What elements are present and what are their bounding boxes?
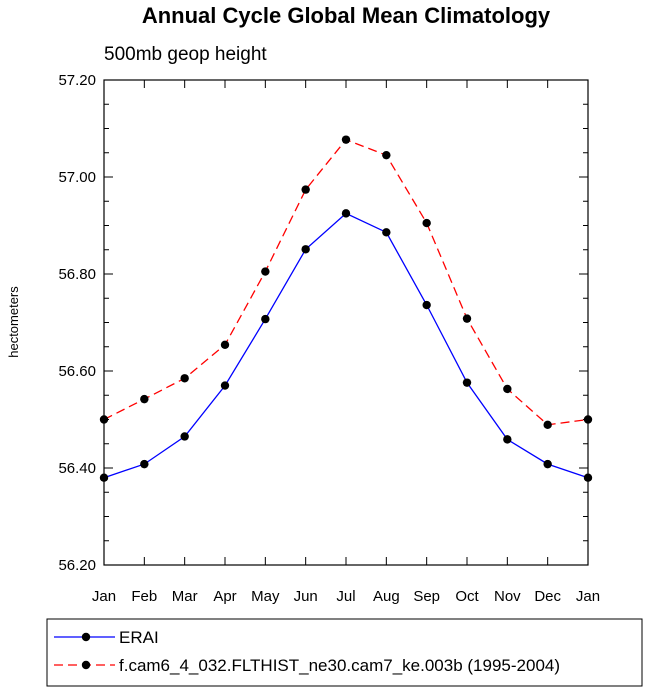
y-tick-label: 56.80 [58, 266, 96, 283]
series-0-point [261, 314, 270, 324]
series-0-point [503, 435, 512, 444]
series-1-point [382, 150, 391, 160]
y-tick-label: 56.20 [58, 557, 96, 574]
plot-frame [103, 79, 589, 566]
series-0-point [180, 432, 189, 441]
x-tick-label: Dec [534, 588, 561, 605]
x-tick-label: Sep [413, 588, 440, 605]
series-0-point [422, 300, 431, 310]
series-line-0 [103, 212, 589, 479]
series-1-point [301, 185, 310, 194]
y-tick-label: 57.20 [58, 72, 96, 89]
series-1-point [180, 374, 189, 383]
series-1-point [220, 340, 230, 350]
y-tick-label: 56.60 [58, 363, 96, 380]
y-axis-label: hectometers [6, 286, 21, 358]
y-tick-label: 56.40 [58, 460, 96, 477]
x-tick-label: Jan [576, 588, 600, 605]
legend-marker-0 [81, 632, 91, 642]
series-line-1 [103, 138, 589, 426]
series-0-point [220, 381, 230, 390]
series-1-point [543, 420, 552, 430]
series-0-point [462, 378, 472, 387]
legend-label-0: ERAI [119, 628, 159, 647]
legend-marker-1 [81, 660, 91, 670]
x-tick-label: Mar [172, 588, 198, 605]
x-tick-label: Jul [336, 588, 355, 605]
chart-subtitle: 500mb geop height [104, 44, 267, 65]
axis-ticks [103, 79, 589, 566]
legend-label-1: f.cam6_4_032.FLTHIST_ne30.cam7_ke.003b (… [119, 656, 560, 675]
series-0-point [382, 228, 391, 237]
x-tick-labels: Jan Feb Mar Apr May Jun Jul Aug Sep Oct Nov Dec Jan [92, 588, 600, 605]
series-1-point [462, 314, 472, 323]
chart-title: Annual Cycle Global Mean Climatology [142, 3, 551, 28]
series-1-point [261, 267, 270, 276]
y-tick-label: 57.00 [58, 169, 96, 186]
legend-box [46, 618, 643, 687]
series-layer [99, 135, 593, 482]
x-tick-label: Aug [373, 588, 400, 605]
x-tick-label: Apr [213, 588, 236, 605]
legend: ERAI f.cam6_4_032.FLTHIST_ne30.cam7_ke.00… [46, 618, 643, 687]
y-tick-labels: 56.20 56.40 56.60 56.80 57.00 57.20 [58, 72, 96, 574]
series-0-point [140, 459, 149, 469]
x-tick-label: Nov [494, 588, 521, 605]
series-0-point [301, 245, 310, 254]
x-tick-label: Jan [92, 588, 116, 605]
series-1-point [503, 384, 512, 394]
series-1-point [422, 218, 431, 228]
x-tick-label: Jun [294, 588, 318, 605]
x-tick-label: Feb [131, 588, 157, 605]
series-0-point [543, 459, 552, 469]
x-tick-label: May [251, 588, 280, 605]
series-1-point [341, 135, 351, 144]
series-1-point [140, 394, 149, 404]
series-0-point [341, 209, 351, 218]
x-tick-label: Oct [455, 588, 479, 605]
